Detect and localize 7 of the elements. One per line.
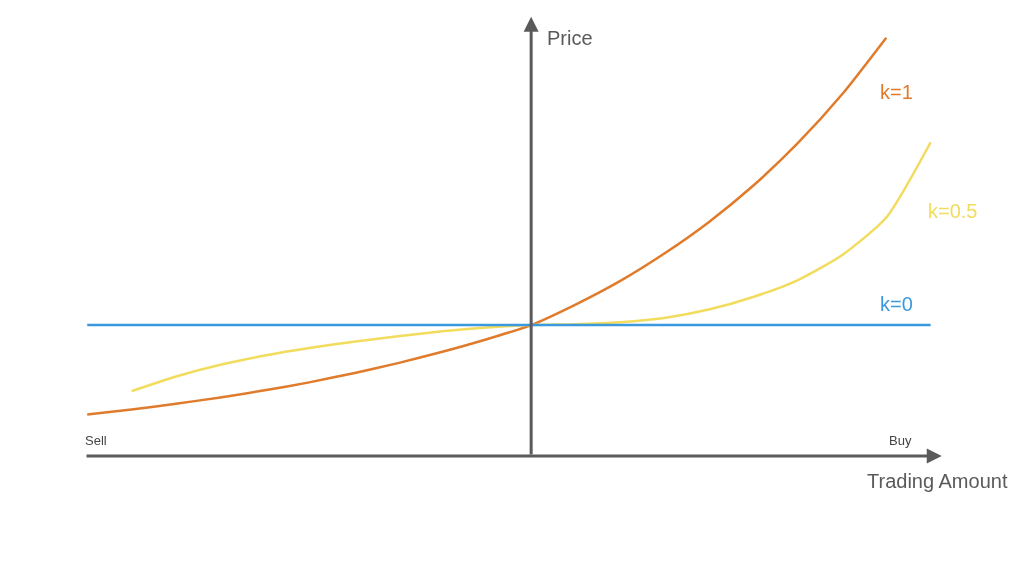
annotation: Sell bbox=[85, 433, 107, 448]
x-axis-title: Trading Amount bbox=[867, 470, 1008, 492]
y-axis-title: Price bbox=[547, 27, 593, 49]
annotation: Buy bbox=[889, 433, 912, 448]
series-label: k=0.5 bbox=[928, 200, 978, 222]
series-label: k=1 bbox=[880, 81, 913, 103]
series-label: k=0 bbox=[880, 293, 913, 315]
